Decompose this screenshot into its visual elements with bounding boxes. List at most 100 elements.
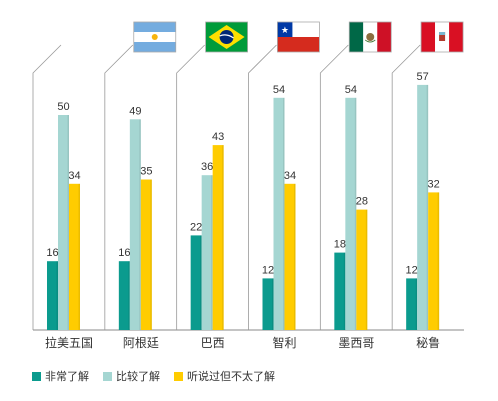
legend-item: 听说过但不太了解: [174, 368, 275, 384]
peru-flag: [420, 21, 464, 53]
legend-swatch: [32, 371, 41, 381]
flag-part: [349, 22, 364, 52]
data-label: 34: [284, 170, 296, 182]
bar-edge: [272, 278, 274, 330]
data-label: 32: [428, 178, 440, 190]
brazil-flag: [205, 21, 248, 53]
category-label: 秘鲁: [416, 336, 440, 350]
data-label: 36: [201, 161, 213, 173]
bar-edge: [222, 145, 224, 330]
flag-part: [277, 37, 320, 52]
flag-part: ★: [281, 26, 289, 36]
group-divider: [248, 44, 277, 330]
bar-edge: [128, 261, 130, 330]
data-label: 49: [129, 105, 141, 117]
data-label: 28: [356, 196, 368, 208]
bar: [284, 183, 296, 330]
bar: [58, 115, 69, 330]
data-label: 54: [345, 84, 357, 96]
flag-part: [377, 22, 392, 52]
flag-part: [277, 22, 293, 37]
flag-part: [449, 22, 464, 52]
flag-part: [219, 30, 234, 44]
data-label: 34: [68, 170, 80, 182]
group-divider: [32, 44, 62, 330]
bar: [212, 145, 224, 330]
chile-flag: ★: [277, 21, 320, 53]
category-label: 智利: [272, 335, 296, 350]
group-divider: [391, 44, 421, 330]
value-labels: 16 50 34 16 49 35 22 36 43 12 54 34 18 54 28 12 57 32: [46, 71, 440, 276]
legend-item: 比较了解: [103, 368, 160, 384]
legend-swatch: [174, 371, 183, 381]
category-label: 拉美五国: [45, 335, 93, 350]
data-label: 18: [334, 239, 346, 251]
bar-edge: [437, 192, 440, 330]
bar: [356, 209, 368, 330]
chart-frame: [32, 44, 464, 331]
bar: [140, 179, 152, 330]
flag-part: [219, 34, 234, 39]
group-divider: [319, 44, 349, 330]
bar-edge: [139, 119, 141, 330]
flag-part: [364, 39, 376, 43]
flag-part: [439, 32, 446, 35]
data-label: 22: [190, 221, 202, 233]
bar-edge: [426, 84, 429, 331]
bar: [428, 192, 440, 330]
flag-part: [439, 32, 446, 41]
flag-part: [420, 21, 464, 53]
legend-label: 听说过但不太了解: [187, 370, 275, 383]
category-label: 阿根廷: [123, 336, 159, 350]
flag-part: [277, 21, 320, 53]
flag-part: [366, 33, 375, 41]
bar-edge: [365, 209, 368, 330]
flag-part: [133, 21, 177, 53]
data-label: 16: [118, 247, 130, 259]
bar-edge: [211, 175, 213, 330]
bar: [406, 278, 418, 330]
flag-part: [348, 21, 392, 53]
category-label: 墨西哥: [338, 336, 374, 350]
bar-edge: [343, 252, 346, 330]
bar-edge: [283, 97, 285, 330]
bar-edge: [56, 261, 58, 330]
bar: [273, 97, 285, 330]
data-label: 57: [417, 71, 429, 83]
data-label: 12: [406, 264, 418, 276]
bar: [262, 278, 274, 330]
bar-edge: [67, 115, 69, 330]
bar: [47, 261, 58, 330]
legend-swatch: [103, 371, 112, 381]
bar: [190, 235, 202, 330]
bar: [417, 84, 429, 331]
bars: [47, 84, 440, 331]
mexico-flag: [348, 21, 392, 53]
flag-part: [151, 34, 158, 40]
bar-edge: [354, 97, 357, 330]
legend-item: 非常了解: [32, 368, 89, 384]
data-label: 43: [212, 131, 224, 143]
data-label: 12: [262, 264, 274, 276]
bar: [118, 261, 130, 330]
bar-edge: [294, 183, 296, 330]
legend: 非常了解 比较了解 听说过但不太了解: [32, 368, 275, 384]
bar: [345, 97, 357, 330]
bar: [201, 175, 213, 330]
data-label: 54: [273, 84, 285, 96]
data-label: 16: [46, 247, 58, 259]
legend-label: 比较了解: [116, 370, 160, 383]
category-labels: 拉美五国 阿根廷 巴西 智利 墨西哥 秘鲁: [45, 335, 440, 350]
bar-edge: [150, 179, 152, 330]
data-label: 35: [140, 166, 152, 178]
group-divider: [104, 44, 134, 330]
bar-edge: [200, 235, 202, 330]
bar-edge: [78, 183, 80, 330]
flag-row: ★: [133, 21, 464, 53]
group-divider: [176, 44, 205, 330]
bar: [69, 183, 80, 330]
legend-label: 非常了解: [45, 370, 89, 383]
bar: [334, 252, 346, 330]
flag-part: [421, 22, 436, 52]
